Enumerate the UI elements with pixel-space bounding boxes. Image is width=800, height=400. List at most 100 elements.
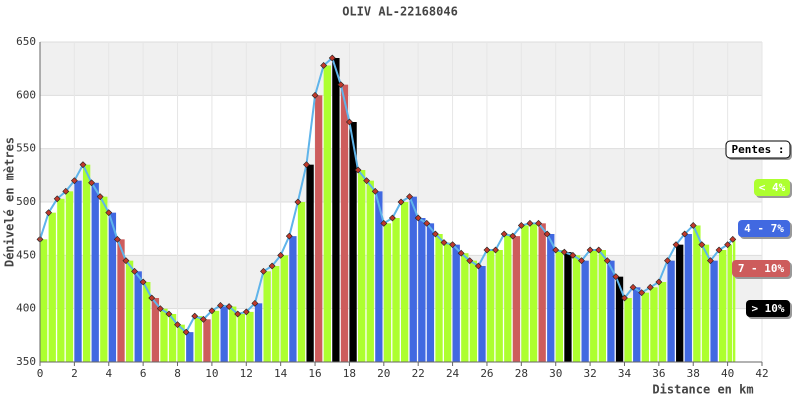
x-axis-title: Distance en km xyxy=(652,383,753,397)
bar xyxy=(607,260,615,362)
marker xyxy=(388,214,396,222)
marker xyxy=(268,262,276,270)
bar xyxy=(418,218,426,362)
marker xyxy=(191,312,199,320)
bar xyxy=(684,234,692,362)
marker xyxy=(251,299,259,307)
bar xyxy=(572,255,581,362)
marker xyxy=(681,230,689,238)
marker xyxy=(113,235,121,243)
plot xyxy=(36,41,763,366)
marker xyxy=(199,315,207,323)
bar xyxy=(426,223,435,362)
x-tick-label: 36 xyxy=(652,367,665,380)
marker xyxy=(70,177,78,185)
bar xyxy=(676,244,684,362)
bar xyxy=(512,236,521,362)
x-tick-label: 40 xyxy=(721,367,734,380)
x-tick-label: 6 xyxy=(140,367,147,380)
x-tick-label: 26 xyxy=(480,367,493,380)
x-tick-label: 30 xyxy=(549,367,562,380)
marker xyxy=(672,241,680,249)
bar xyxy=(246,311,254,362)
marker xyxy=(397,198,405,206)
x-tick-label: 14 xyxy=(274,367,288,380)
marker xyxy=(466,257,474,265)
marker xyxy=(303,161,310,169)
bar xyxy=(667,260,675,362)
bar xyxy=(375,191,383,362)
marker xyxy=(707,257,714,265)
bar xyxy=(727,244,733,362)
bar xyxy=(504,234,512,362)
bar xyxy=(74,180,82,362)
marker xyxy=(629,283,637,291)
bar xyxy=(57,198,65,362)
x-tick-label: 18 xyxy=(343,367,356,380)
marker xyxy=(363,177,371,185)
bar xyxy=(349,122,357,362)
bar xyxy=(590,250,598,362)
bar xyxy=(263,271,271,362)
marker xyxy=(346,118,353,126)
bar xyxy=(452,244,460,362)
bar xyxy=(306,164,314,362)
marker xyxy=(569,251,577,259)
bar xyxy=(383,223,392,362)
y-tick-label: 500 xyxy=(16,195,36,208)
bar xyxy=(615,276,624,362)
x-tick-label: 20 xyxy=(377,367,390,380)
x-tick-label: 22 xyxy=(412,367,425,380)
chart-title: OLIV AL-22168046 xyxy=(342,5,458,19)
bar xyxy=(478,266,486,362)
bar xyxy=(315,95,323,362)
marker xyxy=(208,307,216,315)
legend-title: Pentes : xyxy=(732,143,785,156)
bar xyxy=(658,282,667,362)
bar xyxy=(461,253,469,362)
bar xyxy=(117,239,125,362)
x-tick-label: 34 xyxy=(618,367,632,380)
y-tick-label: 600 xyxy=(16,88,36,101)
marker xyxy=(148,294,156,302)
marker xyxy=(431,230,439,238)
marker xyxy=(328,54,336,62)
y-tick-label: 550 xyxy=(16,142,36,155)
marker xyxy=(552,246,560,254)
bar xyxy=(177,324,185,362)
legend-item-box xyxy=(754,179,790,196)
bar xyxy=(254,303,263,362)
bar xyxy=(280,255,288,362)
marker xyxy=(234,310,242,318)
marker xyxy=(621,294,628,302)
bar xyxy=(555,250,564,362)
marker xyxy=(354,166,362,174)
legend-item: 7 - 10% xyxy=(738,262,785,275)
bar xyxy=(272,266,280,362)
bar xyxy=(547,234,555,362)
marker xyxy=(285,232,293,240)
bar xyxy=(443,242,452,362)
marker xyxy=(483,246,491,254)
bar xyxy=(358,170,366,362)
marker xyxy=(603,257,611,265)
bar xyxy=(237,314,245,362)
bar xyxy=(211,310,220,362)
marker xyxy=(79,161,87,169)
x-tick-label: 38 xyxy=(687,367,700,380)
y-axis-title: Dénivelé en mètres xyxy=(3,137,17,267)
y-tick-label: 400 xyxy=(16,302,36,315)
marker xyxy=(311,91,319,99)
marker xyxy=(729,235,737,243)
x-tick-label: 24 xyxy=(446,367,460,380)
bar xyxy=(160,308,168,362)
marker xyxy=(165,310,173,318)
y-tick-label: 650 xyxy=(16,35,36,48)
marker xyxy=(457,249,465,257)
bar xyxy=(538,223,546,362)
bar xyxy=(289,236,297,362)
marker xyxy=(139,278,147,286)
bar xyxy=(40,239,48,362)
marker xyxy=(217,302,224,309)
